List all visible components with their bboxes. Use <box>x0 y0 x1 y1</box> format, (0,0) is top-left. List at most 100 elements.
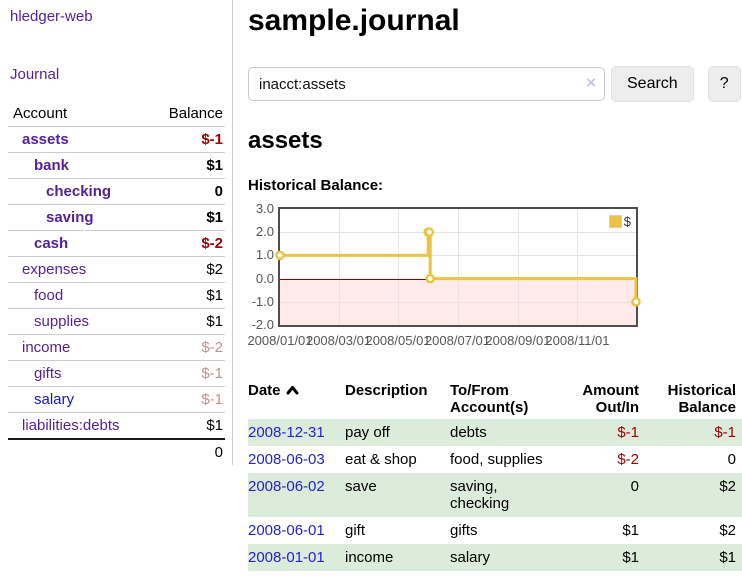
chart-legend: $ <box>608 214 631 229</box>
transaction-amount: $1 <box>622 549 639 566</box>
account-link[interactable]: gifts <box>34 365 62 382</box>
close-icon[interactable]: × <box>586 73 596 92</box>
sidebar: hledger-web Journal Account Balance asse… <box>0 0 233 465</box>
account-link[interactable]: expenses <box>22 261 87 278</box>
account-row: income $-2 <box>8 334 225 361</box>
data-point[interactable] <box>275 250 285 261</box>
transaction-accounts: gifts <box>450 522 478 539</box>
account-row: cash $-2 <box>8 230 225 257</box>
transaction-description: save <box>345 478 377 495</box>
transaction-date-link[interactable]: 2008-12-31 <box>248 424 325 441</box>
account-row: supplies $1 <box>8 308 225 335</box>
account-row: food $1 <box>8 282 225 309</box>
transaction-description: income <box>345 549 394 566</box>
account-row: checking 0 <box>8 178 225 205</box>
transaction-balance: 0 <box>727 451 736 468</box>
account-link[interactable]: cash <box>34 235 69 252</box>
transaction-date-link[interactable]: 2008-06-02 <box>248 478 325 495</box>
app-brand-link[interactable]: hledger-web <box>10 8 93 25</box>
transaction-amount: $1 <box>622 522 639 539</box>
register-row: 2008-06-03 eat & shop food, supplies $-2… <box>248 446 742 473</box>
legend-swatch-icon <box>608 215 622 228</box>
account-link[interactable]: food <box>34 287 64 304</box>
help-button[interactable]: ? <box>707 66 741 102</box>
transaction-date-link[interactable]: 2008-01-01 <box>248 549 325 566</box>
account-link[interactable]: assets <box>22 131 69 148</box>
data-point[interactable] <box>424 227 435 238</box>
account-link[interactable]: bank <box>34 157 70 174</box>
account-balance: $-2 <box>152 230 225 257</box>
chevron-up-icon <box>286 382 299 399</box>
x-axis-tick-label: 2008/11/01 <box>545 333 610 348</box>
accounts-header-balance: Balance <box>152 101 225 127</box>
register-row: 2008-12-31 pay off debts $-1 $-1 <box>248 419 742 446</box>
register-header-date[interactable]: Date <box>248 379 345 419</box>
register-row: 2008-01-01 income salary $1 $1 <box>248 544 742 571</box>
search-button[interactable]: Search <box>611 66 694 102</box>
sidebar-item-journal[interactable]: Journal <box>10 66 60 83</box>
account-link[interactable]: liabilities:debts <box>22 417 120 434</box>
register-row: 2008-06-02 save saving, checking 0 $2 <box>248 473 742 517</box>
data-point[interactable] <box>425 273 436 284</box>
y-axis-tick-label: -1.0 <box>251 293 274 309</box>
y-axis-tick-label: 3.0 <box>255 201 274 216</box>
historical-balance-chart: $ 3.0 2.0 1.0 0.0 -1.0 -2.0 2008/01/01 2008/03/… <box>247 201 742 353</box>
y-axis-tick-label: 2.0 <box>255 224 274 240</box>
account-row: bank $1 <box>8 152 225 179</box>
account-balance: $1 <box>152 152 225 179</box>
account-link[interactable]: salary <box>34 391 75 408</box>
transaction-description: gift <box>345 522 366 539</box>
account-balance: $-1 <box>152 360 225 387</box>
transaction-date-link[interactable]: 2008-06-01 <box>248 522 325 539</box>
search-input[interactable] <box>248 67 605 101</box>
account-page-title: assets <box>248 127 323 154</box>
accounts-total-row: 0 <box>8 438 225 465</box>
account-link[interactable]: saving <box>46 209 94 226</box>
account-row: gifts $-1 <box>8 360 225 387</box>
page-title: sample.journal <box>248 4 460 37</box>
account-balance: $1 <box>152 204 225 231</box>
account-row: saving $1 <box>8 204 225 231</box>
transaction-date-link[interactable]: 2008-06-03 <box>248 451 325 468</box>
x-axis-tick-label: 2008/03/01 <box>305 333 372 348</box>
x-axis-tick-label: 2008/09/01 <box>485 333 551 348</box>
register-header-accounts: To/From Account(s) <box>450 382 529 416</box>
accounts-header-account: Account <box>8 101 153 127</box>
register-header-row: Date Description To/From Account(s) Amou… <box>248 379 742 419</box>
transaction-amount: $-2 <box>617 451 639 468</box>
account-row: expenses $2 <box>8 256 225 283</box>
accounts-table: Account Balance assets $-1 bank $1 check… <box>8 101 225 465</box>
transaction-balance: $2 <box>719 522 736 539</box>
negative-region <box>280 278 636 325</box>
transaction-amount: 0 <box>630 478 639 495</box>
x-axis-tick-label: 2008/07/01 <box>424 333 491 348</box>
data-point[interactable] <box>631 297 641 307</box>
account-balance: $-1 <box>152 386 225 413</box>
transaction-accounts: debts <box>450 424 487 441</box>
account-balance: $1 <box>152 282 225 309</box>
legend-label: $ <box>623 214 631 229</box>
account-row: salary $-1 <box>8 386 225 413</box>
transaction-accounts: food, supplies <box>450 451 543 468</box>
transaction-balance: $-1 <box>714 424 736 441</box>
account-link[interactable]: income <box>22 339 71 356</box>
transaction-balance: $1 <box>719 549 736 566</box>
register-header-balance: Historical Balance <box>667 382 736 416</box>
transaction-accounts: salary <box>450 549 491 566</box>
register-table: Date Description To/From Account(s) Amou… <box>248 379 742 571</box>
x-axis-tick-label: 2008/01/01 <box>247 333 313 348</box>
account-balance: $-1 <box>152 126 225 153</box>
account-balance: $1 <box>152 308 225 335</box>
account-row: assets $-1 <box>8 126 225 153</box>
account-link[interactable]: supplies <box>34 313 90 330</box>
chart-label: Historical Balance: <box>248 177 384 194</box>
account-balance: 0 <box>152 178 225 205</box>
register-header-amount: Amount Out/In <box>582 382 639 416</box>
y-axis-tick-label: -2.0 <box>251 317 274 332</box>
account-link[interactable]: checking <box>46 183 112 200</box>
y-axis-tick-label: 0.0 <box>255 270 274 286</box>
balance-series-line <box>275 227 641 307</box>
account-balance: $-2 <box>152 334 225 361</box>
transaction-description: eat & shop <box>345 451 417 468</box>
chart-plot-area[interactable]: $ <box>275 207 641 327</box>
